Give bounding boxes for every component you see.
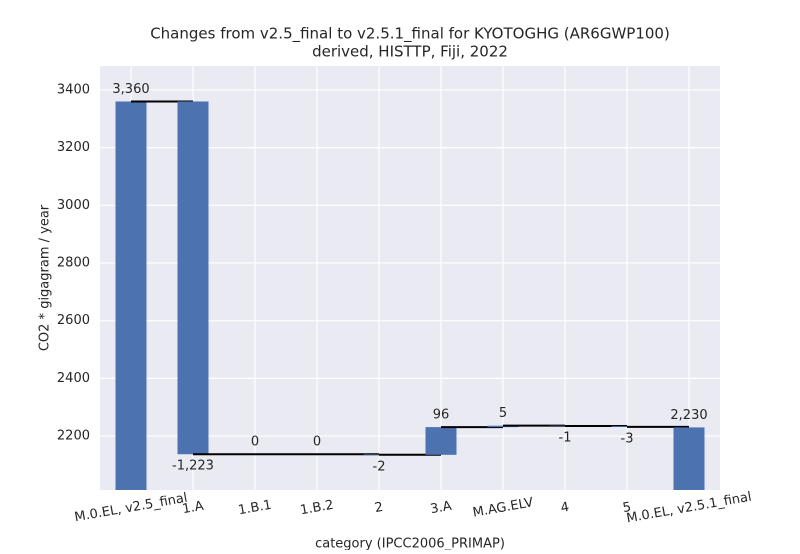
x-tick-label: 1.B.1	[237, 498, 273, 519]
data-label: -3	[621, 431, 634, 446]
y-tick-label: 3000	[57, 198, 90, 213]
x-tick-label: M.0.EL, v2.5.1_final	[625, 490, 752, 527]
x-tick-label: M.0.EL, v2.5_final	[73, 491, 188, 526]
x-tick-label: 2	[374, 500, 385, 516]
bar	[426, 427, 457, 455]
y-tick-label: 2800	[57, 256, 90, 271]
x-tick-label: 1.A	[181, 499, 205, 517]
data-label: 0	[313, 435, 321, 450]
chart-subtitle: derived, HISTTP, Fiji, 2022	[312, 43, 508, 61]
x-axis-label: category (IPCC2006_PRIMAP)	[315, 537, 505, 551]
data-label: 0	[251, 435, 259, 450]
x-tick-label: 4	[560, 500, 571, 516]
x-tick-label: 3.A	[429, 499, 453, 517]
y-tick-label: 2600	[57, 313, 90, 328]
y-tick-label: 2200	[57, 429, 90, 444]
bar	[116, 101, 147, 490]
y-tick-label: 3200	[57, 140, 90, 155]
data-label: -1	[559, 430, 572, 445]
bar	[674, 427, 705, 490]
data-label: 2,230	[670, 408, 707, 423]
data-label: -1,223	[172, 459, 214, 474]
chart-title: Changes from v2.5_final to v2.5.1_final …	[150, 25, 670, 44]
y-tick-label: 2400	[57, 371, 90, 386]
data-label: 5	[499, 406, 507, 421]
y-tick-label: 3400	[57, 82, 90, 97]
x-tick-label: 1.B.2	[299, 498, 335, 519]
y-axis-label: CO2 * gigagram / year	[38, 204, 53, 351]
data-label: 96	[433, 408, 450, 423]
x-tick-label: M.AG.ELV	[472, 495, 535, 520]
bar	[178, 101, 209, 454]
data-label: -2	[373, 459, 386, 474]
data-label: 3,360	[112, 82, 149, 97]
